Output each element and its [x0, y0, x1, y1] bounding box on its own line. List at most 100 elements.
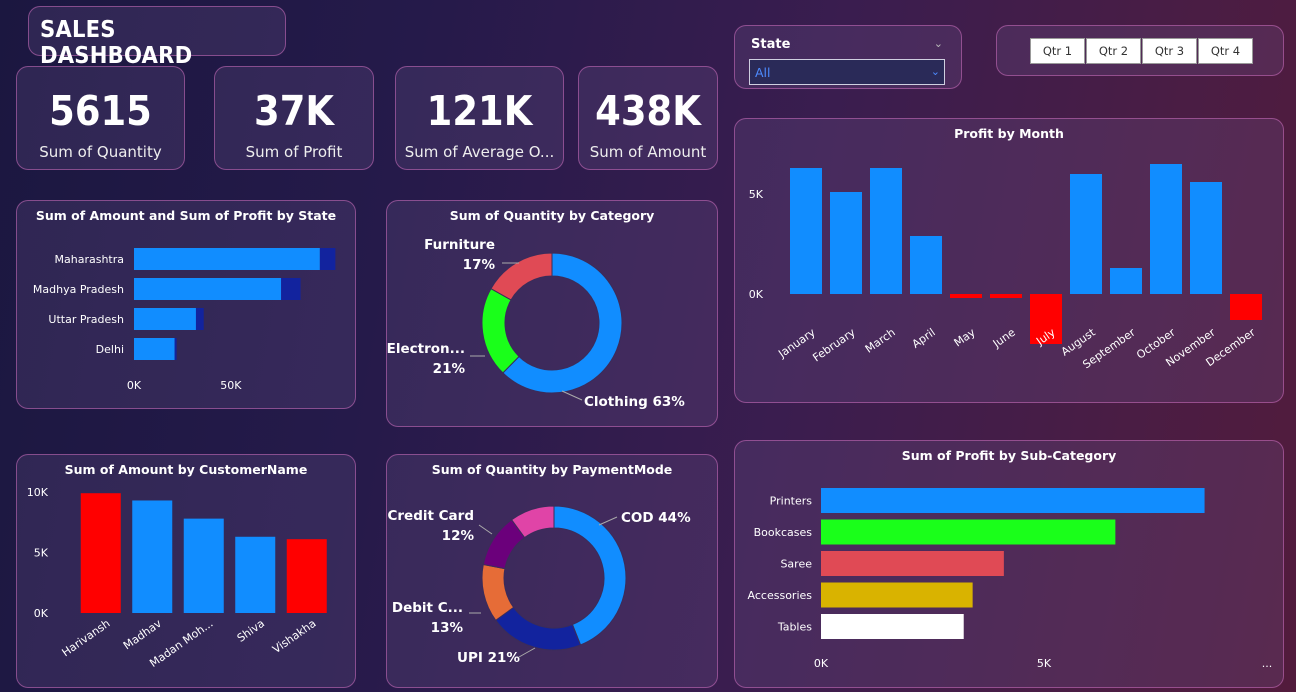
state-dropdown[interactable]: All ⌄ — [749, 59, 945, 85]
chart-card-category[interactable]: Sum of Quantity by Category Furniture 17%… — [386, 200, 718, 427]
bar — [132, 500, 173, 613]
state-bar-chart: Maharashtra Madhya Pradesh Uttar Pradesh De… — [33, 248, 336, 392]
data-label: UPI 21% — [457, 650, 520, 666]
bar — [1110, 268, 1142, 294]
data-label: Debit C... — [392, 600, 463, 616]
kpi-value: 37K — [254, 87, 334, 135]
qtr-3-button[interactable]: Qtr 3 — [1142, 38, 1197, 64]
leader-line — [561, 390, 583, 401]
axis-tick-label: 0K — [814, 657, 829, 670]
bar — [195, 308, 204, 330]
bar — [134, 308, 196, 330]
axis-tick-label: Vishakha — [270, 617, 318, 656]
bar — [1030, 294, 1062, 344]
bar — [80, 493, 121, 613]
donut-slice — [481, 287, 520, 374]
axis-tick-label: Maharashtra — [55, 253, 125, 266]
bar — [821, 551, 1004, 576]
axis-tick-label: Madhav — [121, 617, 164, 653]
title-card: SALES DASHBOARD — [28, 6, 286, 69]
kpi-value: 121K — [426, 87, 533, 135]
kpi-value: 438K — [595, 87, 701, 135]
chart-title: Sum of Amount and Sum of Profit by State — [35, 208, 337, 223]
bar — [830, 192, 862, 294]
leader-line — [518, 647, 536, 658]
data-label: Furniture — [424, 237, 495, 253]
kpi-label: Sum of Profit — [245, 143, 343, 161]
donut-slice — [495, 606, 582, 651]
bar — [821, 519, 1116, 545]
axis-tick-label: March — [863, 326, 898, 356]
chart-card-payment[interactable]: Sum of Quantity by PaymentMode COD 44% UP… — [386, 454, 718, 688]
qtr-2-button[interactable]: Qtr 2 — [1086, 38, 1141, 64]
axis-tick-label: 0K — [34, 607, 49, 620]
axis-tick-label: Shiva — [235, 617, 267, 645]
bar — [821, 582, 973, 608]
donut-slice — [510, 505, 555, 539]
payment-donut-chart: COD 44% UPI 21% Debit C... 13% Credit Card 12… — [387, 505, 691, 666]
chart-card-subcategory[interactable]: Sum of Profit by Sub-Category Printers Bo… — [734, 440, 1284, 688]
kpi-card-quantity[interactable]: 5615 Sum of Quantity — [16, 66, 185, 170]
bar — [950, 294, 982, 298]
axis-tick-label: Printers — [770, 495, 813, 508]
leader-line — [478, 524, 493, 535]
bar — [235, 536, 276, 613]
data-label: 12% — [442, 528, 475, 544]
axis-tick-label: 0K — [127, 379, 142, 392]
donut-slice — [502, 252, 623, 394]
chart-title: Sum of Quantity by PaymentMode — [431, 462, 673, 477]
kpi-value: 5615 — [49, 87, 152, 135]
chart-card-month[interactable]: Profit by Month 0K 5K January February March… — [734, 118, 1284, 403]
axis-tick-label: May — [952, 326, 978, 350]
chevron-down-icon: ⌄ — [930, 65, 940, 78]
data-label: Electron... — [387, 341, 465, 357]
data-label: Credit Card — [387, 508, 474, 524]
state-slicer: State ⌄ All ⌄ — [734, 25, 962, 89]
axis-tick-label: 5K — [1037, 657, 1052, 670]
subcategory-bar-chart: Printers Bookcases Saree Accessories Tables 0… — [748, 488, 1272, 670]
bar — [821, 614, 964, 639]
chart-title: Sum of Quantity by Category — [449, 208, 655, 223]
chart-card-customer[interactable]: Sum of Amount by CustomerName 0K 5K 10K Har… — [16, 454, 356, 688]
chevron-down-icon[interactable]: ⌄ — [933, 37, 943, 50]
axis-tick-label: Uttar Pradesh — [48, 313, 124, 326]
axis-tick-label: 10K — [27, 486, 49, 499]
bar — [910, 236, 942, 294]
bar — [870, 168, 902, 294]
bar — [183, 518, 224, 613]
donut-slice — [553, 505, 627, 646]
bar — [990, 294, 1022, 298]
axis-tick-label: April — [910, 326, 938, 351]
chart-title: Sum of Profit by Sub-Category — [901, 448, 1117, 463]
bar — [821, 488, 1205, 513]
kpi-card-average-order[interactable]: 121K Sum of Average O... — [395, 66, 564, 170]
bar — [1190, 182, 1222, 294]
axis-tick-label: Tables — [777, 621, 812, 634]
axis-tick-label: Accessories — [748, 589, 813, 602]
axis-tick-label: Delhi — [96, 343, 124, 356]
qtr-1-button[interactable]: Qtr 1 — [1030, 38, 1085, 64]
axis-tick-label: 5K — [34, 547, 49, 560]
data-label: 13% — [431, 620, 464, 636]
qtr-4-button[interactable]: Qtr 4 — [1198, 38, 1253, 64]
axis-tick-label: Madhya Pradesh — [33, 283, 124, 296]
kpi-label: Sum of Quantity — [39, 143, 162, 161]
axis-tick-label: June — [990, 326, 1018, 351]
data-label: COD 44% — [621, 510, 691, 526]
bar — [134, 278, 282, 300]
kpi-card-amount[interactable]: 438K Sum of Amount — [578, 66, 718, 170]
chart-card-state[interactable]: Sum of Amount and Sum of Profit by State… — [16, 200, 356, 409]
axis-tick-label: Harivansh — [60, 617, 113, 660]
bar — [790, 168, 822, 294]
category-donut-chart: Furniture 17% Electron... 21% Clothing 63% — [387, 237, 685, 410]
chart-title: Profit by Month — [954, 126, 1064, 141]
state-dropdown-value: All — [755, 65, 771, 80]
bar — [1070, 174, 1102, 294]
kpi-card-profit[interactable]: 37K Sum of Profit — [214, 66, 374, 170]
donut-slice — [490, 252, 553, 301]
axis-tick-label: February — [810, 326, 858, 365]
axis-tick-label: Saree — [780, 558, 812, 571]
quarter-slicer: Qtr 1 Qtr 2 Qtr 3 Qtr 4 — [996, 25, 1284, 76]
